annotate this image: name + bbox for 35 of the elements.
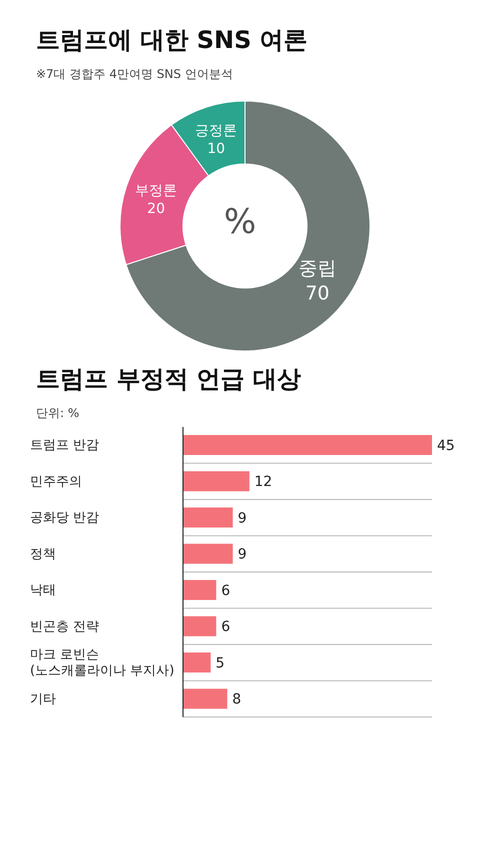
data-label: 8 [232, 692, 242, 708]
data-label: 6 [221, 582, 230, 599]
chart-subtitle: ※7대 경합주 4만여명 SNS 언어분석 [36, 66, 234, 83]
data-label: 45 [437, 438, 455, 454]
chart-title: 트럼프 부정적 언급 대상 [36, 364, 302, 395]
bar [183, 544, 233, 564]
data-label: 6 [221, 619, 230, 636]
data-label: 12 [254, 474, 272, 490]
slice-label: 긍정론 [195, 123, 238, 140]
data-label: 5 [216, 655, 225, 672]
y-tick-label: 기타 [30, 691, 56, 706]
text: % [224, 202, 256, 242]
text: 단위: % [36, 405, 80, 422]
y-tick-label: 공화당 반감 [30, 510, 100, 526]
bar [183, 616, 216, 636]
data-label: 20 [147, 201, 165, 218]
data-label: 9 [238, 510, 247, 526]
bar [183, 652, 211, 672]
slice-label: 부정론 [135, 183, 178, 200]
bar [183, 507, 233, 528]
data-label: 9 [238, 546, 247, 563]
y-tick-label: 마크 로빈슨 (노스캐롤라이나 부지사) [30, 647, 174, 678]
bar [183, 434, 432, 455]
data-label: 10 [207, 141, 226, 158]
y-tick-label: 트럼프 반감 [30, 438, 100, 453]
y-tick-label: 민주주의 [30, 474, 82, 489]
bar [183, 471, 250, 492]
y-tick-label: 정책 [30, 546, 56, 562]
chart-title: 트럼프에 대한 SNS 여론 [36, 25, 309, 56]
bar [183, 580, 216, 600]
bar [183, 688, 228, 709]
y-tick-label: 빈곤층 전략 [30, 618, 100, 634]
data-label: 70 [305, 282, 330, 305]
slice-label: 중립 [298, 258, 336, 280]
y-tick-label: 낙태 [30, 582, 56, 598]
